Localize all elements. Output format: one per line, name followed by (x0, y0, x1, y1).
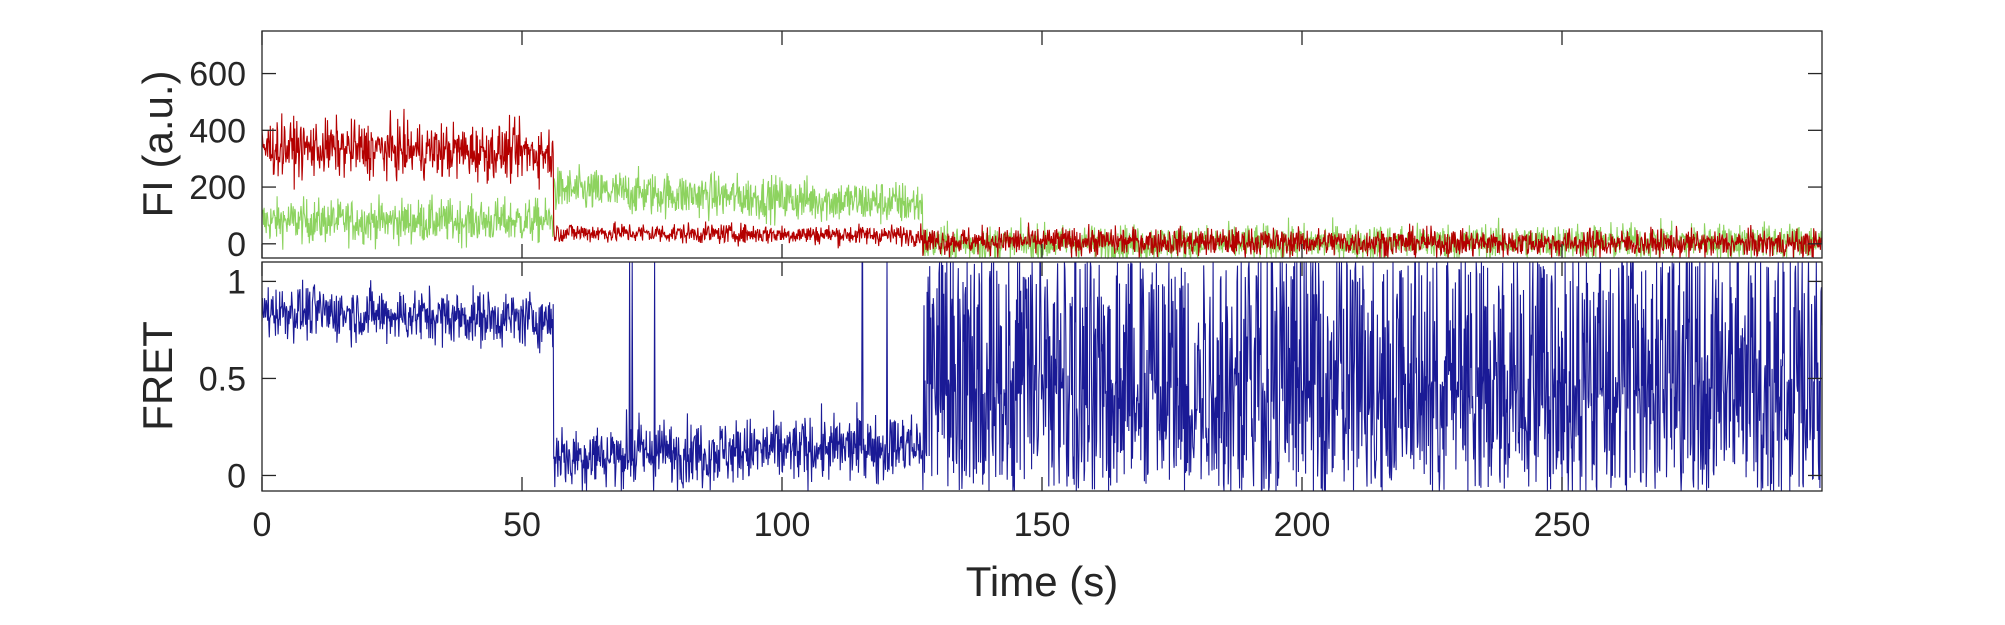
time-x-tick-label: 250 (1534, 506, 1591, 544)
fret-series-0 (261, 261, 1823, 492)
fluorescence-y-axis-label: FI (a.u.) (134, 70, 181, 217)
time-x-tick-label: 100 (754, 506, 811, 544)
time-x-tick-label: 150 (1014, 506, 1071, 544)
fluorescence-panel: 0 200 400 600 FI (a.u.) (134, 30, 1823, 264)
fluorescence-y-tick-label: 0 (227, 226, 246, 264)
time-x-ticks: 0 50 100 150 200 250 (253, 262, 1591, 544)
fret-y-ticks: 00.51 (199, 263, 1822, 495)
fluorescence-y-ticks: 0 200 400 600 (189, 56, 1822, 264)
fluorescence-y-tick-label: 200 (189, 169, 246, 207)
fluorescence-axes-frame (261, 30, 1823, 259)
time-x-tick-label: 200 (1274, 506, 1331, 544)
fret-y-axis-label: FRET (134, 321, 181, 431)
fluorescence-y-tick-label: 400 (189, 112, 246, 150)
time-x-tick-label: 0 (253, 506, 272, 544)
fret-y-tick-label: 1 (227, 263, 246, 301)
time-x-tick-label: 50 (503, 506, 541, 544)
fluorescence-series-1 (261, 108, 1823, 259)
fluorescence-traces (261, 31, 1823, 260)
fret-traces (261, 261, 1823, 492)
fret-y-tick-label: 0.5 (199, 360, 246, 398)
fluorescence-y-tick-label: 600 (189, 56, 246, 94)
time-x-axis-label: Time (s) (966, 558, 1118, 605)
fret-panel: 00.51 0 50 100 150 200 250 FRET Time (s) (134, 261, 1823, 605)
fret-y-tick-label: 0 (227, 457, 246, 495)
